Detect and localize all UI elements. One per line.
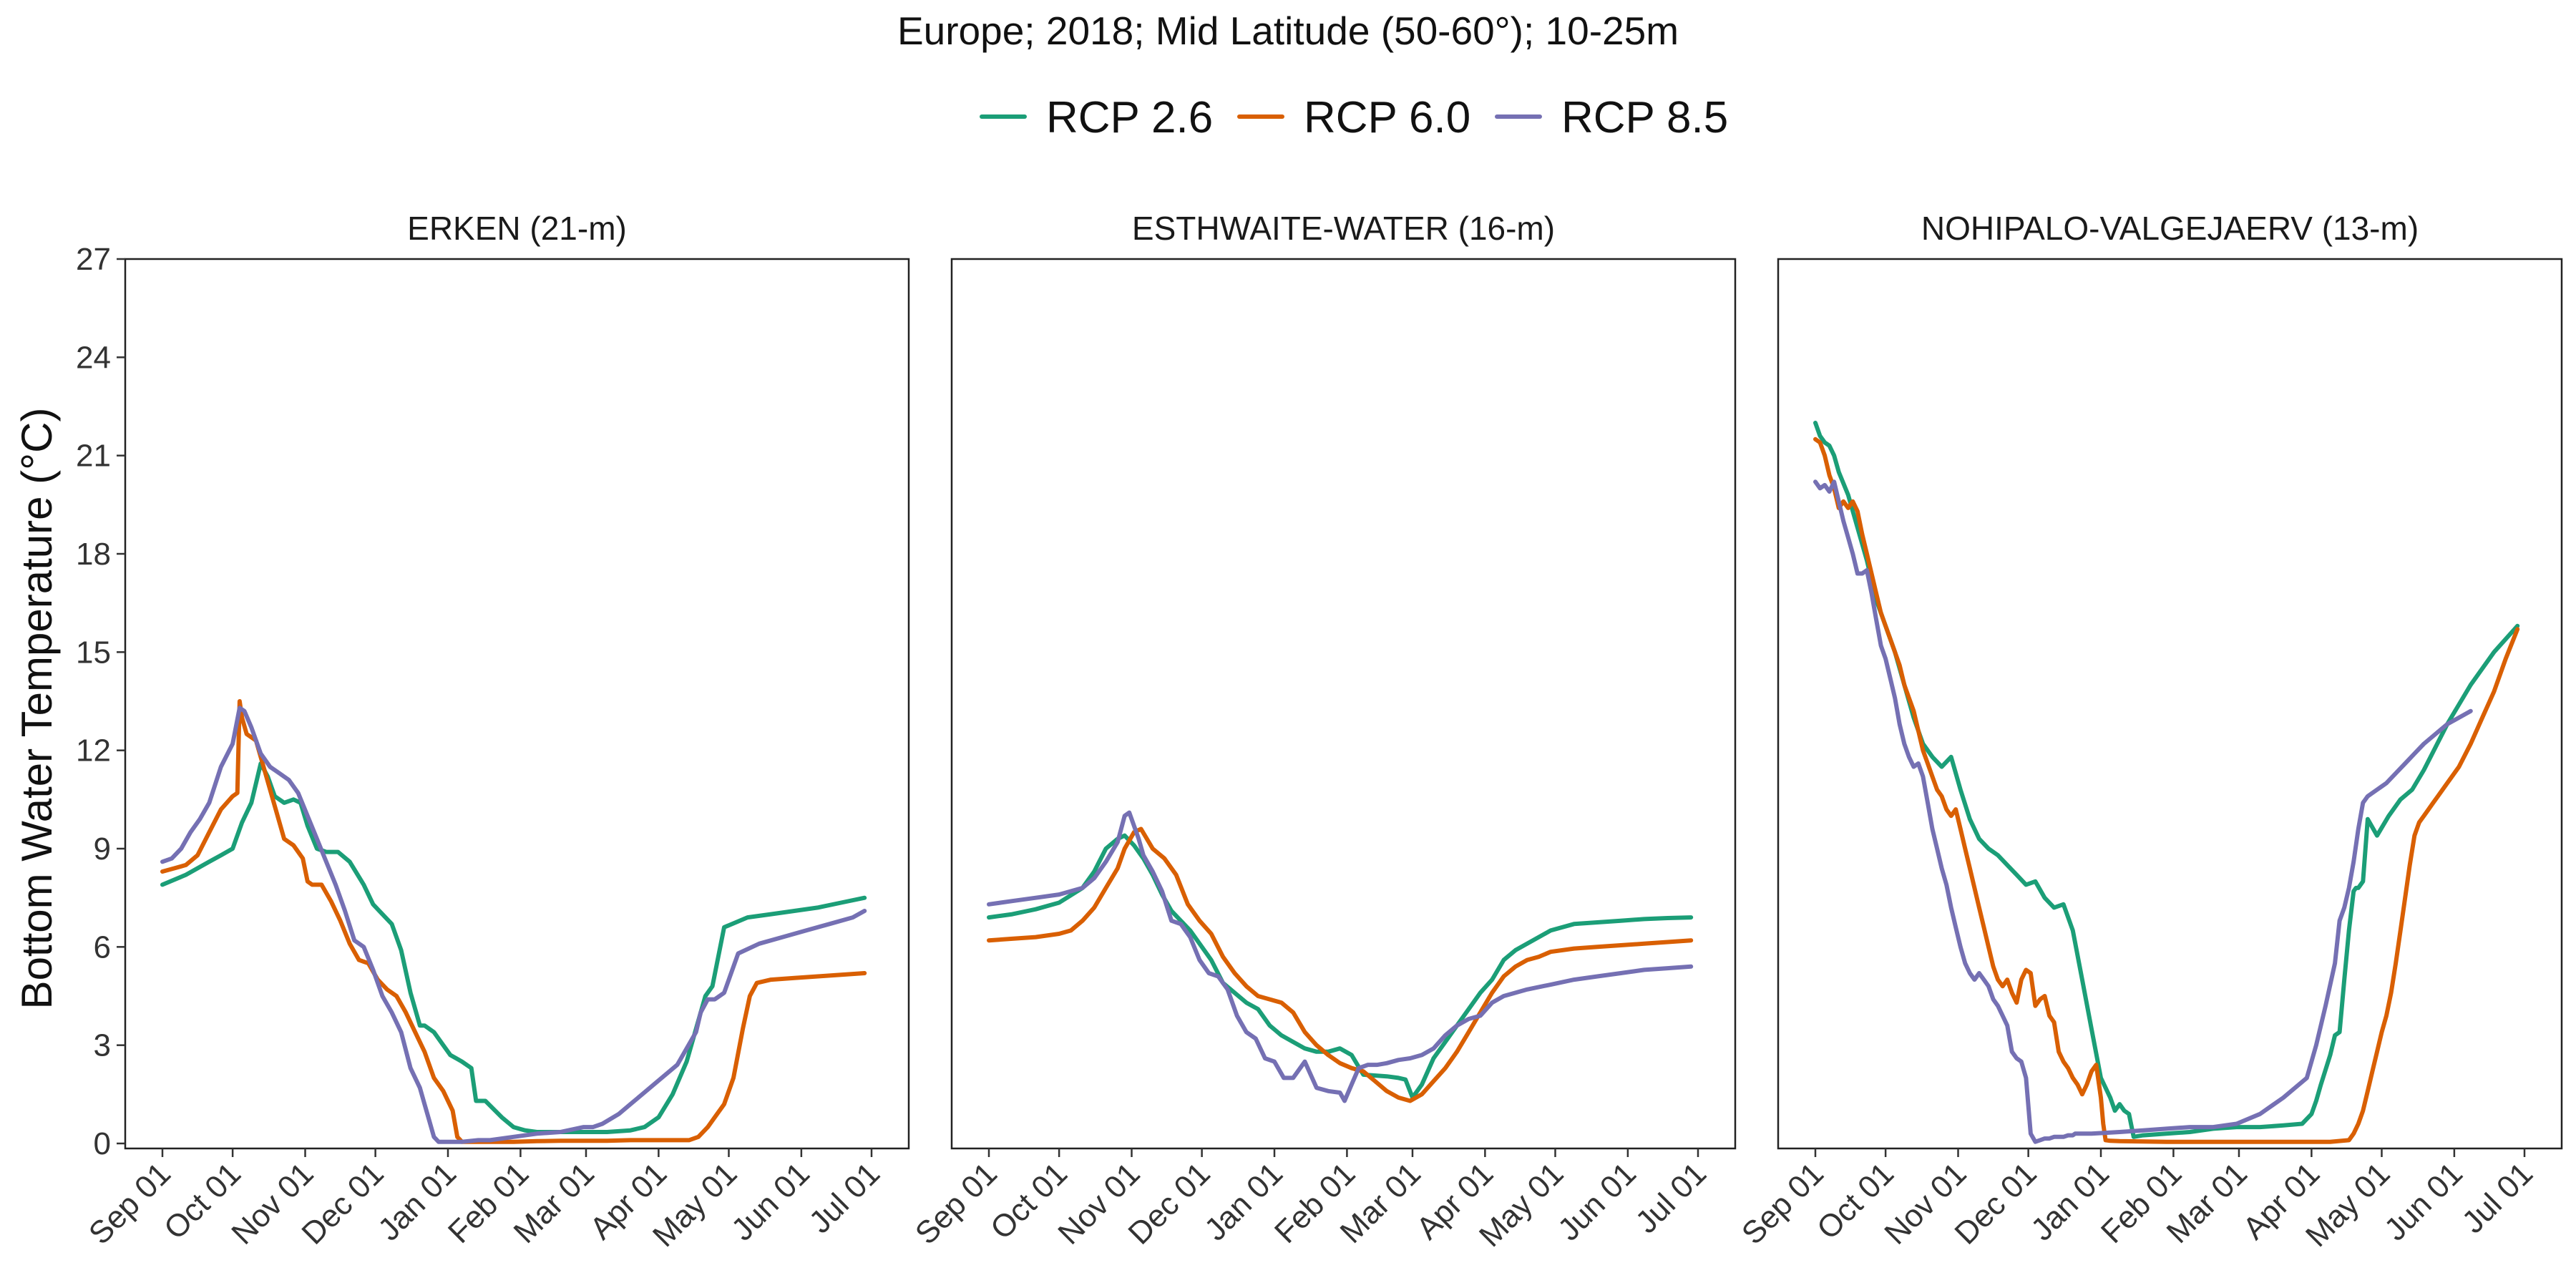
y-tick-label: 24 (76, 340, 111, 375)
y-tick-label: 9 (94, 831, 111, 867)
series-line-rcp60 (1813, 436, 2520, 1144)
y-tick-label: 12 (76, 733, 111, 769)
panel-title: NOHIPALO-VALGEJAERV (13-m) (1921, 210, 2419, 247)
x-tick-label: Jun 01 (725, 1156, 816, 1247)
x-tick-label: Jul 01 (1629, 1156, 1713, 1240)
y-tick-label: 15 (76, 635, 111, 670)
series-line-rcp85 (1813, 479, 2473, 1144)
panel-frame (1777, 258, 2563, 1150)
y-axis-title: Bottom Water Temperature (°C) (13, 408, 61, 1010)
x-tick-label: Jun 01 (2378, 1156, 2469, 1247)
panel-frame (950, 258, 1737, 1150)
series-line-rcp60 (160, 699, 867, 1144)
y-tick-label: 6 (94, 930, 111, 965)
legend-label-rcp26: RCP 2.6 (1046, 93, 1213, 142)
legend-label-rcp60: RCP 6.0 (1304, 93, 1470, 142)
y-tick-label: 0 (94, 1126, 111, 1161)
y-tick-label: 27 (76, 242, 111, 277)
series-line-rcp26 (1813, 420, 2520, 1139)
x-tick-label: Jun 01 (1551, 1156, 1643, 1247)
x-tick-label: Jul 01 (802, 1156, 887, 1240)
panel-title: ERKEN (21-m) (407, 210, 627, 247)
series-line-rcp26 (160, 761, 867, 1134)
x-tick-label: Jul 01 (2455, 1156, 2540, 1240)
chart-title: Europe; 2018; Mid Latitude (50-60°); 10-… (897, 9, 1679, 53)
panel-title: ESTHWAITE-WATER (16-m) (1132, 210, 1555, 247)
legend-label-rcp85: RCP 8.5 (1561, 93, 1728, 142)
x-tick-label: Sep 01 (1735, 1156, 1830, 1251)
series-line-rcp85 (160, 706, 867, 1144)
y-tick-label: 3 (94, 1028, 111, 1063)
series-line-rcp60 (987, 826, 1694, 1103)
y-tick-label: 21 (76, 439, 111, 474)
series-line-rcp85 (987, 810, 1694, 1103)
panel-frame (124, 258, 910, 1150)
x-tick-label: Sep 01 (909, 1156, 1004, 1251)
legend: RCP 2.6 RCP 6.0 RCP 8.5 (980, 93, 1728, 142)
y-tick-label: 18 (76, 537, 111, 572)
x-tick-label: Sep 01 (82, 1156, 177, 1251)
